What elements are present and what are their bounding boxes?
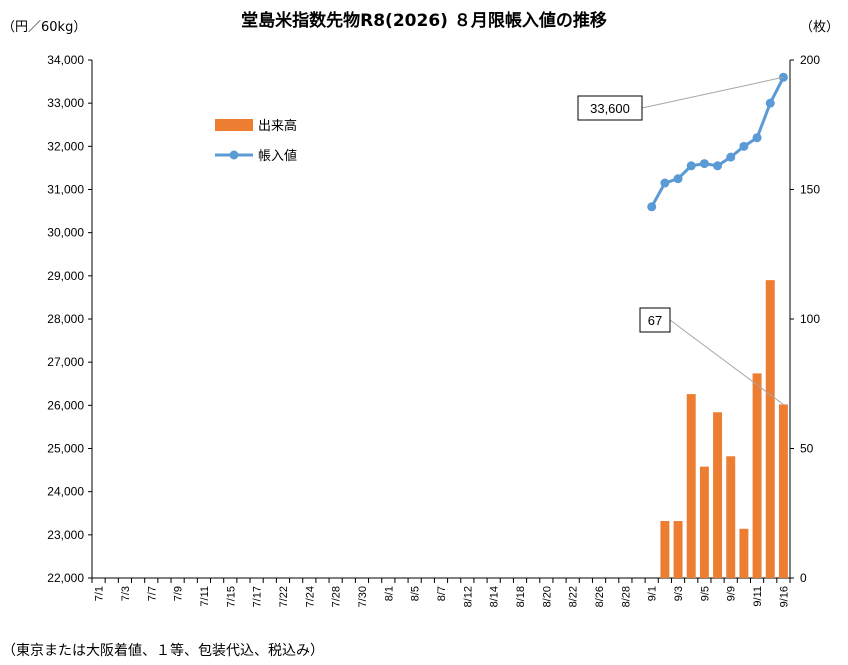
- price-line-path: [650, 76, 785, 208]
- x-tick-label: 9/9: [726, 586, 738, 601]
- x-axis-ticks: 7/1 7/3 7/7 7/9 7/11 7/15 7/17 7/22 7/24 7/28 7/30…: [91, 578, 791, 607]
- volume-bar: [660, 521, 670, 578]
- x-tick-label: 7/9: [173, 586, 185, 601]
- price-point: [699, 159, 709, 169]
- price-point: [686, 161, 696, 171]
- left-tick-label: 31,000: [47, 183, 84, 197]
- left-tick-label: 27,000: [47, 355, 84, 369]
- x-tick-label: 8/7: [436, 586, 448, 601]
- right-axis-ticks: 0 50 100 150 200: [790, 53, 820, 585]
- volume-bar: [686, 394, 696, 578]
- price-point: [726, 152, 736, 162]
- price-point: [673, 174, 683, 184]
- price-callout-leader: [641, 76, 784, 109]
- x-tick-label: 7/24: [304, 586, 316, 607]
- price-line: [647, 72, 788, 212]
- x-tick-label: 7/28: [331, 586, 343, 607]
- left-tick-label: 32,000: [47, 139, 84, 153]
- x-tick-label: 7/11: [199, 586, 211, 607]
- left-tick-label: 26,000: [47, 398, 84, 412]
- x-tick-label: 8/5: [410, 586, 422, 601]
- x-tick-label: 8/12: [462, 586, 474, 607]
- right-tick-label: 200: [800, 53, 820, 67]
- right-tick-label: 50: [800, 442, 814, 456]
- footnote: （東京または大阪着値、１等、包装代込、税込み）: [2, 643, 324, 659]
- right-axis-unit: （枚）: [800, 20, 840, 35]
- volume-bar: [739, 528, 749, 578]
- volume-bar: [713, 412, 723, 578]
- volume-callout-box: [639, 307, 671, 333]
- plot-frame: [91, 60, 791, 579]
- legend-bar-swatch: [215, 119, 253, 131]
- legend-label-price: 帳入値: [258, 148, 297, 164]
- legend-label-volume: 出来高: [258, 118, 297, 134]
- x-tick-label: 9/1: [647, 586, 659, 601]
- x-tick-label: 8/18: [515, 586, 527, 607]
- left-axis-ticks: 22,000 23,000 24,000 25,000 26,000 27,000 28,0…: [47, 53, 92, 585]
- x-tick-label: 7/7: [146, 586, 158, 601]
- x-tick-label: 7/22: [278, 586, 290, 607]
- x-tick-label: 8/1: [383, 586, 395, 601]
- x-tick-label: 8/22: [568, 586, 580, 607]
- chart-title: 堂島米指数先物R8(2026) ８月限帳入値の推移: [241, 11, 607, 31]
- x-tick-label: 7/15: [225, 586, 237, 607]
- volume-bar: [752, 373, 762, 578]
- left-tick-label: 24,000: [47, 485, 84, 499]
- x-tick-label: 8/14: [489, 586, 501, 607]
- callouts: 33,600 67: [577, 76, 784, 405]
- price-point: [660, 178, 670, 188]
- x-tick-label: 7/1: [94, 586, 106, 601]
- price-callout-box: [577, 95, 643, 121]
- x-tick-label: 7/3: [120, 586, 132, 601]
- price-callout-label: 33,600: [590, 101, 630, 116]
- price-point: [713, 161, 723, 171]
- left-tick-label: 34,000: [47, 53, 84, 67]
- volume-callout-label: 67: [648, 313, 662, 328]
- right-tick-label: 100: [800, 312, 820, 326]
- volume-bar: [726, 456, 736, 578]
- volume-bar: [673, 521, 683, 578]
- left-tick-label: 29,000: [47, 269, 84, 283]
- x-tick-label: 9/11: [752, 586, 764, 607]
- left-tick-label: 30,000: [47, 226, 84, 240]
- volume-bar: [699, 466, 709, 578]
- right-tick-label: 150: [800, 183, 820, 197]
- legend-line-marker: [229, 150, 239, 160]
- x-tick-label: 9/3: [673, 586, 685, 601]
- right-tick-label: 0: [800, 571, 807, 585]
- x-tick-label: 8/20: [541, 586, 553, 607]
- left-tick-label: 28,000: [47, 312, 84, 326]
- volume-bars: [660, 280, 788, 578]
- left-tick-label: 23,000: [47, 528, 84, 542]
- x-tick-label: 7/30: [357, 586, 369, 607]
- volume-bar: [765, 280, 775, 578]
- left-tick-label: 25,000: [47, 442, 84, 456]
- x-tick-label: 7/17: [252, 586, 264, 607]
- price-point: [739, 141, 749, 151]
- volume-callout-leader: [669, 319, 784, 405]
- x-tick-label: 8/26: [594, 586, 606, 607]
- price-point: [765, 98, 775, 108]
- x-tick-label: 9/16: [778, 586, 790, 607]
- left-tick-label: 33,000: [47, 96, 84, 110]
- price-point: [752, 133, 762, 143]
- volume-bar: [778, 404, 788, 578]
- x-tick-label: 9/5: [699, 586, 711, 601]
- price-point: [647, 202, 657, 212]
- left-axis-unit: （円／60kg）: [2, 20, 87, 35]
- left-tick-label: 22,000: [47, 571, 84, 585]
- x-tick-label: 8/28: [620, 586, 632, 607]
